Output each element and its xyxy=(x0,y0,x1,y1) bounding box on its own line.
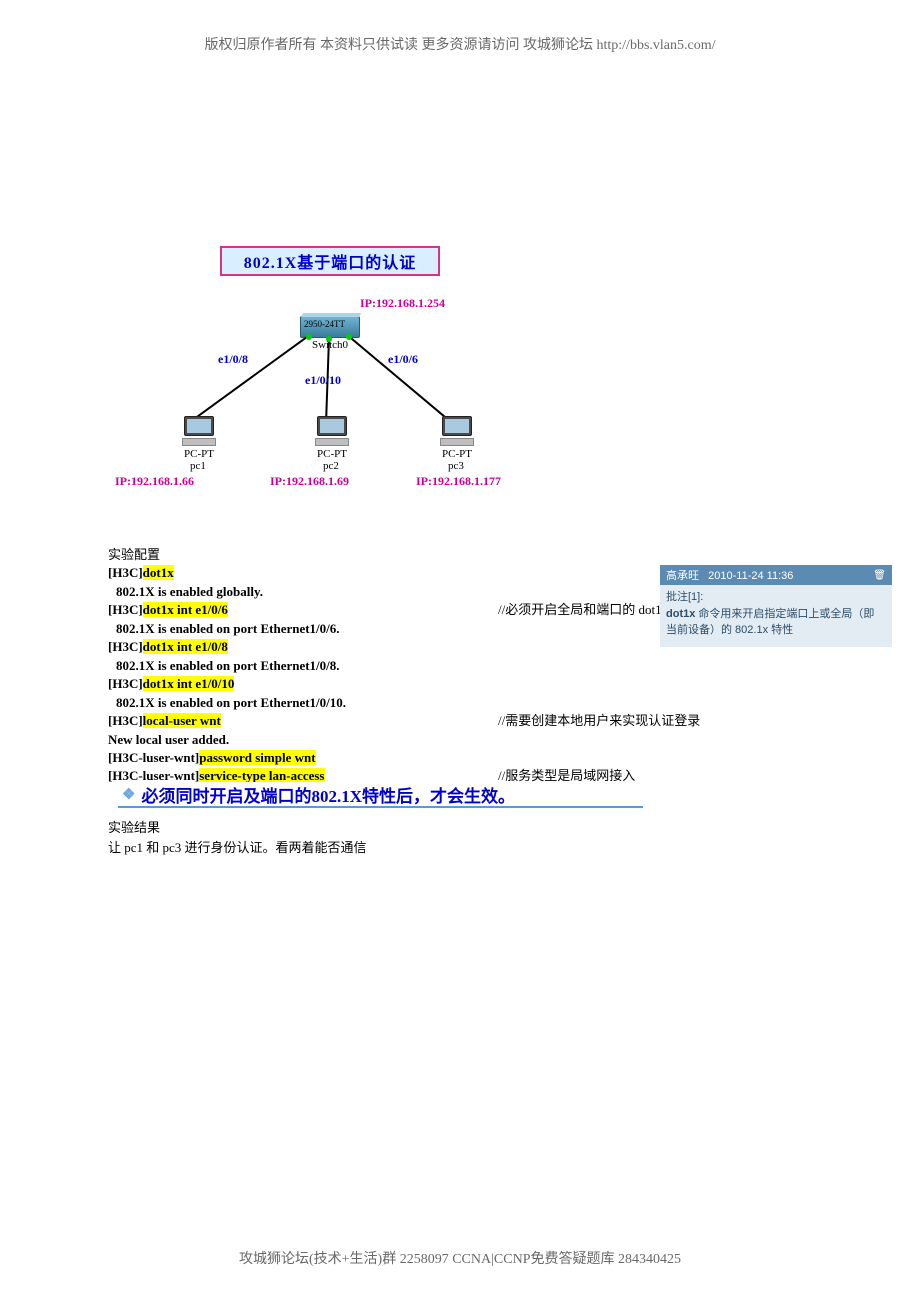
pc-name-label: pc3 xyxy=(448,460,464,472)
pc-type-label: PC-PT xyxy=(442,448,472,460)
annotation-timestamp: 2010-11-24 11:36 xyxy=(708,570,793,582)
topology-link xyxy=(349,336,450,421)
pc-icon xyxy=(315,416,349,446)
link-endpoint-dot xyxy=(306,334,312,340)
annotation-body: 批注[1]: dot1x 命令用来开启指定端口上或全局（即 当前设备）的 802… xyxy=(660,585,892,647)
pc-name-label: pc2 xyxy=(323,460,339,472)
config-line: [H3C]dot1x int e1/0/10 xyxy=(108,675,648,693)
config-heading: 实验配置 xyxy=(108,546,648,564)
config-line: [H3C]dot1x int e1/0/6//必须开启全局和端口的 dot1.x xyxy=(108,601,648,619)
callout-text: 必须同时开启及端口的802.1X特性后，才会生效。 xyxy=(141,782,515,807)
config-line: 802.1X is enabled on port Ethernet1/0/8. xyxy=(108,657,648,675)
result-heading: 实验结果 xyxy=(108,818,367,838)
port-label: e1/0/8 xyxy=(218,352,248,367)
result-block: 实验结果 让 pc1 和 pc3 进行身份认证。看两着能否通信 xyxy=(108,818,367,857)
pc-name-label: pc1 xyxy=(190,460,206,472)
pc-ip-label: IP:192.168.1.69 xyxy=(270,474,349,489)
port-label: e1/0/10 xyxy=(305,373,341,388)
page-footer: 攻城狮论坛(技术+生活)群 2258097 CCNA|CCNP免费答疑题库 28… xyxy=(0,1248,920,1268)
annotation-line2: 当前设备）的 802.1x 特性 xyxy=(666,622,886,639)
annotation-author: 高承旺 xyxy=(666,570,699,582)
pc-icon xyxy=(440,416,474,446)
topology-link xyxy=(194,334,310,419)
page-header: 版权归原作者所有 本资料只供试读 更多资源请访问 攻城狮论坛 http://bb… xyxy=(0,34,920,54)
config-line: 802.1X is enabled on port Ethernet1/0/6. xyxy=(108,620,648,638)
switch-ip: IP:192.168.1.254 xyxy=(360,296,445,311)
port-label: e1/0/6 xyxy=(388,352,418,367)
link-endpoint-dot xyxy=(346,334,352,340)
pc-type-label: PC-PT xyxy=(317,448,347,460)
pc-icon xyxy=(182,416,216,446)
config-line: [H3C-luser-wnt]password simple wnt xyxy=(108,749,648,767)
pc-ip-label: IP:192.168.1.66 xyxy=(115,474,194,489)
network-topology-diagram: 802.1X基于端口的认证 IP:192.168.1.254 2950-24TT… xyxy=(120,246,560,506)
config-line: [H3C]local-user wnt//需要创建本地用户来实现认证登录 xyxy=(108,712,648,730)
callout-bar: ❖ 必须同时开启及端口的802.1X特性后，才会生效。 xyxy=(118,782,643,808)
config-comment: //需要创建本地用户来实现认证登录 xyxy=(498,712,700,730)
config-block: 实验配置 [H3C]dot1x802.1X is enabled globall… xyxy=(108,546,648,786)
diagram-title: 802.1X基于端口的认证 xyxy=(220,246,440,276)
config-line: 802.1X is enabled on port Ethernet1/0/10… xyxy=(108,694,648,712)
config-line: New local user added. xyxy=(108,731,648,749)
pc-type-label: PC-PT xyxy=(184,448,214,460)
config-comment: //必须开启全局和端口的 dot1.x xyxy=(498,601,671,619)
trash-icon[interactable]: 🗑 xyxy=(873,570,886,581)
switch-model-label: 2950-24TT xyxy=(304,319,345,329)
annotation-line1: 命令用来开启指定端口上或全局（即 xyxy=(695,608,874,620)
annotation-bold: dot1x xyxy=(666,608,695,620)
link-endpoint-dot xyxy=(326,336,332,342)
diamond-icon: ❖ xyxy=(122,785,135,804)
annotation-label: 批注[1]: xyxy=(666,589,886,606)
result-text: 让 pc1 和 pc3 进行身份认证。看两着能否通信 xyxy=(108,838,367,858)
annotation-header: 高承旺 2010-11-24 11:36 🗑 xyxy=(660,565,892,585)
config-line: [H3C]dot1x xyxy=(108,564,648,582)
config-line: 802.1X is enabled globally. xyxy=(108,583,648,601)
config-line: [H3C]dot1x int e1/0/8 xyxy=(108,638,648,656)
pc-ip-label: IP:192.168.1.177 xyxy=(416,474,501,489)
comment-annotation: 高承旺 2010-11-24 11:36 🗑 批注[1]: dot1x 命令用来… xyxy=(660,565,892,647)
